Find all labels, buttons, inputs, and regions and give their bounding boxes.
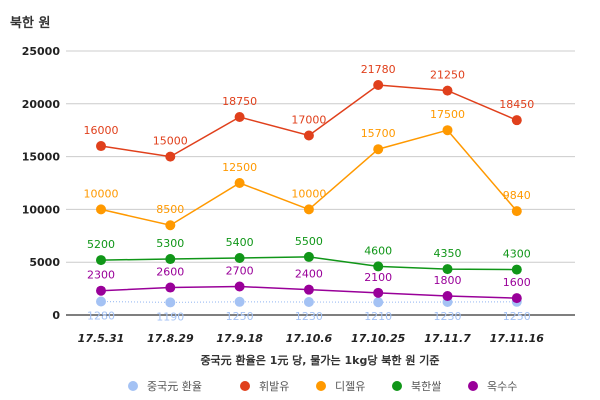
y-axis-title: 북한 원 xyxy=(10,15,50,31)
x-tick-label: 17.10.25 xyxy=(351,332,406,345)
data-label: 21250 xyxy=(430,69,465,82)
data-label: 18750 xyxy=(222,95,257,108)
data-point xyxy=(442,85,453,96)
data-point xyxy=(303,251,314,262)
data-label: 5300 xyxy=(156,237,184,250)
data-point xyxy=(96,285,106,296)
data-label: 10000 xyxy=(291,187,326,200)
data-point xyxy=(165,220,176,231)
data-point xyxy=(96,255,106,266)
x-tick-label: 17.5.31 xyxy=(78,332,125,345)
data-label: 1280 xyxy=(87,309,115,322)
data-label: 4600 xyxy=(364,244,392,257)
data-label: 5200 xyxy=(87,238,115,251)
data-label: 15000 xyxy=(153,135,188,148)
data-point xyxy=(234,252,245,263)
data-point xyxy=(234,112,245,122)
data-point xyxy=(511,206,522,217)
data-label: 4300 xyxy=(503,248,531,261)
data-label: 9840 xyxy=(503,189,531,202)
data-point xyxy=(373,144,384,155)
data-label: 1230 xyxy=(434,310,462,323)
data-point xyxy=(303,297,314,308)
data-label: 15700 xyxy=(361,127,396,140)
data-point xyxy=(511,115,522,126)
data-label: 2600 xyxy=(156,266,184,279)
x-tick-label: 17.11.16 xyxy=(490,332,545,345)
legend-label: 중국元 환율 xyxy=(147,380,202,393)
data-point xyxy=(442,125,453,136)
data-label: 1250 xyxy=(503,310,531,323)
data-point xyxy=(165,254,176,265)
data-label: 10000 xyxy=(84,187,119,200)
data-point xyxy=(303,130,314,141)
legend-marker xyxy=(316,381,326,391)
data-point xyxy=(442,290,453,301)
data-point xyxy=(303,284,314,295)
data-label: 1210 xyxy=(364,310,392,323)
x-tick-label: 17.11.7 xyxy=(424,332,471,345)
legend-label: 옥수수 xyxy=(487,380,517,393)
data-label: 1250 xyxy=(226,310,254,323)
data-label: 4350 xyxy=(434,247,462,260)
legend-label: 휘발유 xyxy=(259,380,289,393)
data-label: 16000 xyxy=(84,124,119,137)
x-tick-label: 17.8.29 xyxy=(147,332,194,345)
data-label: 1800 xyxy=(434,274,462,287)
x-axis-title: 중국元 환율은 1元 당, 물가는 1kg당 북한 원 기준 xyxy=(200,353,439,367)
data-label: 2100 xyxy=(364,271,392,284)
data-label: 21780 xyxy=(361,63,396,76)
data-point xyxy=(96,296,106,307)
data-label: 1190 xyxy=(156,310,184,323)
data-point xyxy=(303,204,314,215)
data-point xyxy=(373,261,384,272)
legend-marker xyxy=(392,381,402,391)
legend-marker xyxy=(128,381,138,391)
data-point xyxy=(442,264,453,275)
data-point xyxy=(511,293,522,304)
data-point xyxy=(373,297,384,308)
data-label: 2700 xyxy=(226,264,254,277)
y-tick-label: 10000 xyxy=(22,203,61,216)
data-label: 17500 xyxy=(430,108,465,121)
data-label: 5500 xyxy=(295,235,323,248)
data-point xyxy=(165,297,176,308)
y-tick-label: 20000 xyxy=(22,98,61,111)
data-point xyxy=(373,80,384,91)
x-tick-label: 17.9.18 xyxy=(216,332,263,345)
legend-label: 디젤유 xyxy=(335,380,365,393)
data-point xyxy=(234,296,245,307)
data-point xyxy=(373,287,384,298)
data-point xyxy=(165,151,176,162)
data-label: 2300 xyxy=(87,269,115,282)
data-label: 2400 xyxy=(295,268,323,281)
y-tick-label: 5000 xyxy=(29,256,60,269)
legend-label: 북한쌀 xyxy=(411,380,441,393)
data-point xyxy=(234,281,245,292)
y-tick-label: 0 xyxy=(52,309,60,322)
data-label: 1600 xyxy=(503,276,531,289)
y-tick-label: 15000 xyxy=(22,151,61,164)
data-label: 17000 xyxy=(291,113,326,126)
data-point xyxy=(96,204,106,215)
data-point xyxy=(511,264,522,275)
data-label: 5400 xyxy=(226,236,254,249)
data-label: 1230 xyxy=(295,310,323,323)
data-point xyxy=(234,178,245,188)
y-tick-label: 25000 xyxy=(22,45,61,58)
data-label: 12500 xyxy=(222,161,257,174)
legend-marker xyxy=(468,381,478,391)
data-point xyxy=(96,141,106,152)
legend-marker xyxy=(240,381,250,391)
x-tick-label: 17.10.6 xyxy=(286,332,333,345)
data-label: 18450 xyxy=(499,98,534,111)
data-label: 8500 xyxy=(156,203,184,216)
data-point xyxy=(165,282,176,293)
